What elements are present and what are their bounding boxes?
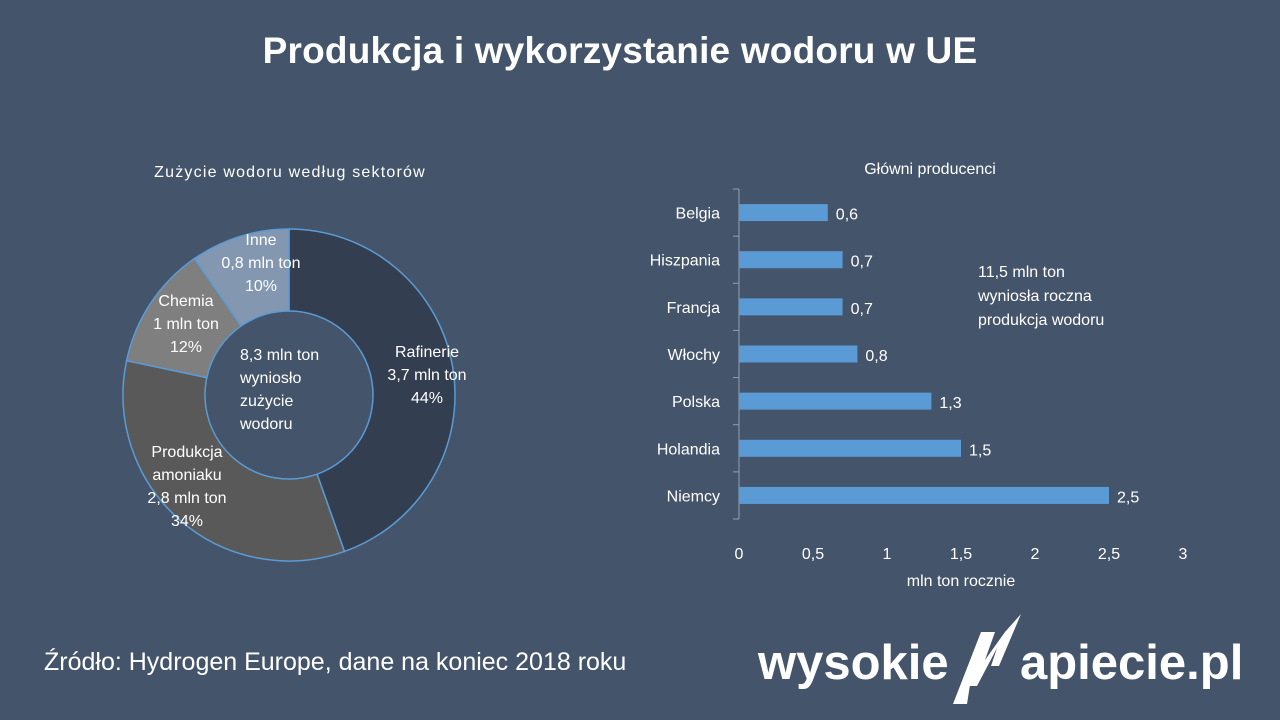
bar-x-tick-label: 0,5 [802,546,824,563]
bar-polska [739,392,932,410]
bar-holandia [739,439,961,457]
donut-slice-rafinerie [288,228,456,553]
bar-category-label: Belgia [676,206,721,223]
bar-x-axis-label: mln ton rocznie [907,573,1016,590]
bar-hiszpania [739,251,843,269]
bar-x-tick-label: 1 [883,546,892,563]
bar-value-label: 1,5 [969,442,991,459]
bar-value-label: 1,3 [939,395,961,412]
source-note: Źródło: Hydrogen Europe, dane na koniec … [44,648,627,676]
donut-label-rafinerie: Rafinerie 3,7 mln ton 44% [387,344,466,407]
bar-niemcy [739,486,1109,504]
bar-annotation: 11,5 mln ton wyniosła roczna produkcja wod… [977,264,1104,329]
bar-belgia [739,204,828,222]
donut-label-chemia: Chemia 1 mln ton 12% [153,293,219,356]
bar-x-tick-label: 2,5 [1098,546,1120,563]
bar-category-label: Holandia [657,441,720,458]
page-title: Produkcja i wykorzystanie wodoru w UE [262,30,978,71]
donut-center-label: 8,3 mln ton wyniosło zużycie wodoru [239,347,319,433]
bar-category-label: Niemcy [667,488,720,505]
donut-label-inne: Inne 0,8 mln ton 10% [221,232,300,295]
bar-włochy [739,345,858,363]
bar-x-tick-label: 3 [1179,546,1188,563]
bar-value-label: 0,8 [865,348,887,365]
bar-x-tick-label: 1,5 [950,546,972,563]
bar-value-label: 2,5 [1117,489,1139,506]
lightning-n-icon [953,614,1021,704]
donut-chart-title: Zużycie wodoru według sektorów [154,164,426,181]
bar-category-label: Włochy [668,347,720,364]
bar-category-label: Francja [667,300,720,317]
bar-value-label: 0,7 [851,301,873,318]
site-logo: wysokie apiecie.pl [758,614,1248,708]
bar-value-label: 0,7 [851,254,873,271]
logo-text-left: wysokie [758,636,949,690]
bar-category-label: Polska [672,394,720,411]
bar-x-tick-label: 2 [1031,546,1040,563]
bar-francja [739,298,843,316]
bar-x-tick-label: 0 [735,546,744,563]
bar-chart-title: Główni producenci [864,161,996,178]
donut-slice-produkcja-amoniaku [122,359,346,562]
logo-text-right: apiecie.pl [1020,636,1244,690]
donut-slice-inne [193,228,290,327]
donut-label-produkcja-amoniaku: Produkcja amoniaku 2,8 mln ton 34% [147,444,226,530]
bar-category-label: Hiszpania [650,253,720,270]
bar-value-label: 0,6 [836,207,858,224]
